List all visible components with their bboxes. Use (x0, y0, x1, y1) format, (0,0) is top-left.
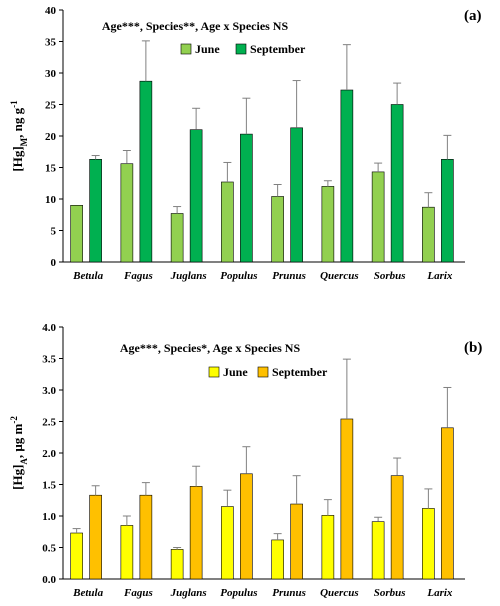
category-label: Sorbus (374, 587, 406, 599)
y-tick-label: 15 (45, 163, 57, 175)
bar-june-quercus (321, 186, 335, 263)
bar-september-quercus (340, 418, 354, 580)
bar-september-sorbus (390, 104, 404, 263)
category-label: Populus (220, 270, 257, 282)
y-tick-label: 3.5 (42, 354, 56, 366)
y-tick-label: 20 (45, 131, 57, 143)
y-tick-label: 40 (45, 5, 57, 17)
stats-annotation: Age***, Species*, Age x Species NS (120, 341, 301, 355)
bar-june-betula (70, 205, 83, 263)
bar-september-fagus (139, 494, 153, 580)
bar-june-fagus (120, 163, 134, 263)
y-tick-label: 3.0 (42, 385, 56, 397)
bar-june-larix (422, 508, 435, 580)
bar-september-juglans (189, 486, 203, 580)
legend-label-june: June (195, 42, 220, 56)
legend-swatch-june (180, 43, 192, 55)
bar-september-betula (89, 159, 102, 263)
bar-september-populus (240, 473, 253, 580)
legend-swatch-september (235, 43, 247, 55)
y-tick-label: 25 (45, 100, 57, 112)
bar-june-juglans (170, 213, 184, 263)
category-label: Juglans (170, 587, 207, 599)
y-tick-label: 30 (45, 68, 57, 80)
y-tick-label: 4.0 (42, 322, 56, 334)
bar-june-quercus (321, 515, 335, 580)
y-tick-label: 2.0 (42, 448, 56, 460)
y-tick-label: 0.0 (42, 574, 56, 586)
y-tick-label: 0 (51, 257, 57, 269)
bar-september-prunus (290, 127, 303, 263)
bar-june-prunus (271, 539, 284, 580)
bar-september-sorbus (390, 475, 404, 580)
category-label: Fagus (123, 270, 153, 282)
y-axis-label: [Hg]A, μg m-2 (9, 416, 29, 490)
bar-june-populus (221, 506, 234, 580)
bar-september-larix (441, 427, 454, 580)
chart-panel-1: 0 5 10 15 20 25 30 35 40 [Hg]M, ng g-1 Betula Fagus… (9, 5, 482, 282)
bar-june-sorbus (371, 521, 385, 580)
y-tick-label: 1.0 (42, 511, 56, 523)
category-label: Larix (426, 270, 453, 282)
category-label: Quercus (320, 587, 359, 599)
bar-september-fagus (139, 80, 153, 263)
category-label: Sorbus (374, 270, 406, 282)
category-label: Fagus (123, 587, 153, 599)
bar-june-juglans (170, 549, 184, 580)
bar-june-sorbus (371, 171, 385, 263)
y-tick-label: 1.5 (42, 480, 56, 492)
panel-label: (a) (464, 8, 482, 24)
category-label: Quercus (320, 270, 359, 282)
y-tick-label: 5 (51, 226, 57, 238)
category-label: Betula (72, 587, 103, 599)
category-label: Juglans (170, 270, 207, 282)
bar-september-populus (240, 133, 253, 263)
bar-june-betula (70, 532, 83, 580)
bar-june-prunus (271, 196, 284, 263)
y-tick-label: 35 (45, 37, 57, 49)
legend-swatch-september (257, 366, 269, 378)
bar-september-quercus (340, 89, 354, 263)
bar-september-juglans (189, 129, 203, 263)
bar-september-prunus (290, 503, 303, 580)
bar-september-betula (89, 494, 102, 580)
chart-panel-2: 0.0 0.5 1.0 1.5 2.0 2.5 3.0 3.5 4.0 [Hg]A, μg m-2… (9, 322, 482, 599)
bar-september-larix (441, 159, 454, 263)
category-label: Prunus (272, 587, 306, 599)
y-tick-label: 0.5 (42, 543, 56, 555)
legend-label-june: June (223, 365, 248, 379)
stats-annotation: Age***, Species**, Age x Species NS (102, 19, 289, 33)
legend-swatch-june (208, 366, 220, 378)
bar-june-populus (221, 181, 234, 263)
category-label: Populus (220, 587, 257, 599)
category-label: Prunus (272, 270, 306, 282)
legend-label-september: September (250, 42, 306, 56)
bar-june-fagus (120, 525, 134, 580)
y-axis-label: [Hg]M, ng g-1 (9, 100, 29, 172)
bar-june-larix (422, 206, 435, 263)
panel-label: (b) (464, 340, 482, 356)
category-label: Larix (426, 587, 453, 599)
category-label: Betula (72, 270, 103, 282)
y-tick-label: 2.5 (42, 417, 56, 429)
y-tick-label: 10 (45, 194, 57, 206)
legend-label-september: September (272, 365, 328, 379)
